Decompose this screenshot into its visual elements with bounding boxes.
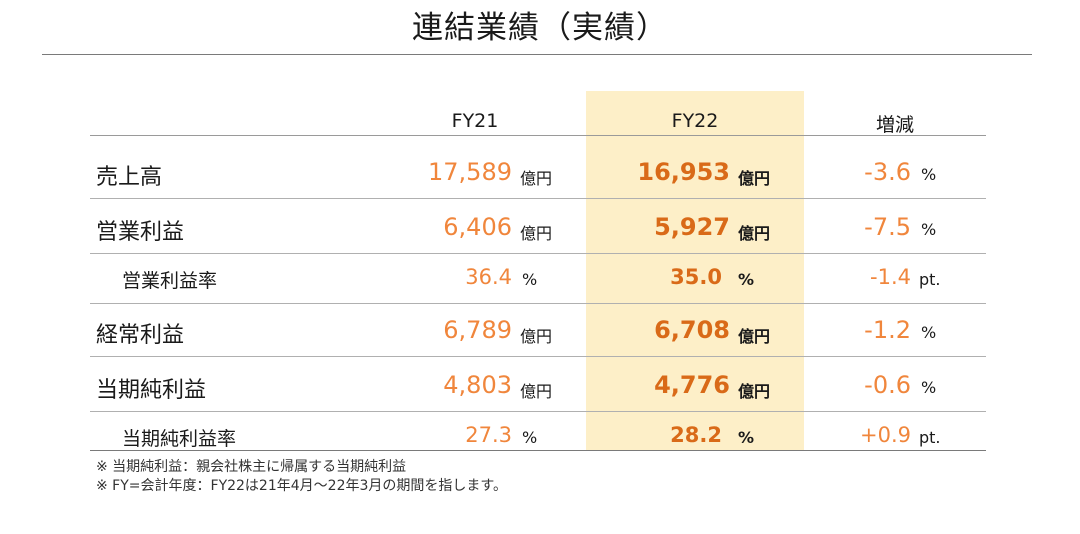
table-bottom-rule: [90, 450, 986, 451]
footnote: ※ FY=会計年度：FY22は21年4月～22年3月の期間を指します。: [96, 478, 507, 494]
row-label: 当期純利益率: [122, 428, 237, 450]
change-unit: pt.: [919, 270, 941, 289]
column-header-change: 増減: [875, 114, 914, 136]
row-divider: [90, 303, 986, 304]
title-divider: [42, 54, 1032, 55]
fy21-unit: %: [522, 270, 538, 289]
column-header-fy22: FY22: [671, 110, 719, 132]
row-label: 営業利益率: [122, 270, 218, 292]
fy22-unit: %: [738, 428, 755, 447]
fy22-value: 28.2: [670, 423, 722, 447]
fy22-value: 16,953: [637, 158, 730, 186]
fy22-unit: 億円: [738, 224, 771, 243]
column-header-fy21: FY21: [451, 110, 499, 132]
fy21-unit: %: [522, 428, 538, 447]
fy21-value: 17,589: [428, 158, 512, 186]
fy21-unit: 億円: [520, 224, 553, 243]
row-divider: [90, 198, 986, 199]
fy22-unit: %: [738, 270, 755, 289]
fy22-unit: 億円: [738, 169, 771, 188]
change-value: -1.2: [864, 316, 911, 344]
fy22-value: 5,927: [654, 213, 730, 241]
row-label: 売上高: [96, 165, 163, 190]
fy21-value: 6,406: [443, 213, 512, 241]
row-label: 経常利益: [96, 323, 185, 348]
change-value: -1.4: [870, 265, 911, 289]
footnote: ※ 当期純利益：親会社株主に帰属する当期純利益: [96, 459, 407, 475]
change-unit: pt.: [919, 428, 941, 447]
change-unit: %: [921, 378, 937, 397]
row-divider: [90, 411, 986, 412]
row-label: 営業利益: [96, 220, 185, 245]
change-value: -0.6: [864, 371, 911, 399]
change-unit: %: [921, 323, 937, 342]
fy22-value: 35.0: [670, 265, 722, 289]
change-value: +0.9: [860, 423, 911, 447]
change-unit: %: [921, 165, 937, 184]
fy22-value: 4,776: [654, 371, 730, 399]
fy22-value: 6,708: [654, 316, 730, 344]
row-divider: [90, 253, 986, 254]
fy21-unit: 億円: [520, 382, 553, 401]
change-value: -7.5: [864, 213, 911, 241]
fy21-value: 4,803: [443, 371, 512, 399]
page-title: 連結業績（実績）: [412, 10, 668, 46]
fy21-value: 27.3: [465, 423, 512, 447]
fy21-unit: 億円: [520, 327, 553, 346]
fy21-unit: 億円: [520, 169, 553, 188]
footnotes: ※ 当期純利益：親会社株主に帰属する当期純利益 ※ FY=会計年度：FY22は2…: [96, 458, 507, 496]
fy21-value: 36.4: [465, 265, 512, 289]
fy22-unit: 億円: [738, 382, 771, 401]
change-unit: %: [921, 220, 937, 239]
row-divider: [90, 356, 986, 357]
fy21-value: 6,789: [443, 316, 512, 344]
change-value: -3.6: [864, 158, 911, 186]
header-divider: [90, 135, 986, 136]
fy22-column-highlight: [586, 91, 804, 450]
row-label: 当期純利益: [96, 378, 207, 403]
fy22-unit: 億円: [738, 327, 771, 346]
